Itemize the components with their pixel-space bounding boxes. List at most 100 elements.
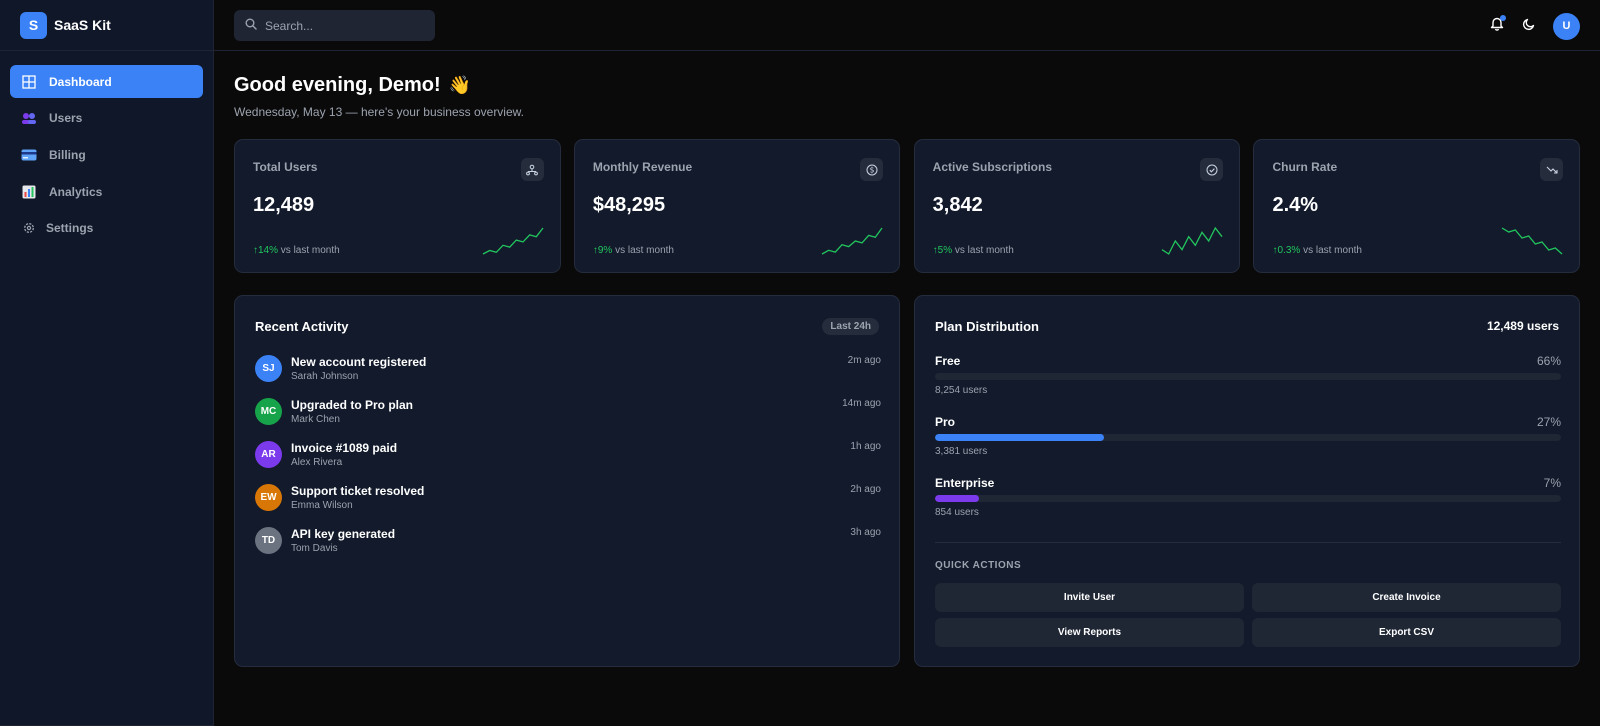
- sparkline: [1161, 226, 1223, 255]
- invite-user-button[interactable]: Invite User: [935, 583, 1244, 612]
- sidebar-item-users[interactable]: Users: [10, 102, 203, 135]
- avatar: SJ: [255, 355, 282, 382]
- sidebar-item-analytics[interactable]: Analytics: [10, 175, 203, 208]
- stat-label: Monthly Revenue: [592, 160, 693, 174]
- bar-chart-icon: [21, 184, 37, 200]
- plan-name: Enterprise: [935, 476, 995, 490]
- topbar: U: [214, 0, 1600, 51]
- plan-progress-track: [935, 373, 1561, 380]
- activity-title: Support ticket resolved: [291, 484, 425, 498]
- list-item[interactable]: SJ New account registered Sarah Johnson …: [255, 353, 881, 396]
- quick-actions-title: QUICK ACTIONS: [935, 560, 1022, 571]
- users-icon: [21, 110, 37, 126]
- plan-name: Pro: [935, 415, 956, 429]
- activity-user: Mark Chen: [291, 414, 340, 425]
- avatar: AR: [255, 441, 282, 468]
- brand[interactable]: S SaaS Kit: [0, 0, 213, 51]
- export-csv-button[interactable]: Export CSV: [1252, 618, 1561, 647]
- plan-count: 8,254 users: [935, 385, 988, 396]
- activity-list: SJ New account registered Sarah Johnson …: [255, 353, 881, 568]
- activity-time: 2m ago: [847, 355, 881, 366]
- stat-change: ↑5% vs last month: [933, 245, 1014, 256]
- stat-change: ↑14% vs last month: [253, 245, 340, 256]
- avatar: EW: [255, 484, 282, 511]
- list-item[interactable]: AR Invoice #1089 paid Alex Rivera 1h ago: [255, 439, 881, 482]
- trending-down-icon: [1540, 158, 1564, 181]
- sidebar-nav: Dashboard Users Billing Analytics Settin…: [0, 51, 213, 245]
- stat-label: Total Users: [253, 160, 318, 174]
- activity-title: Upgraded to Pro plan: [291, 398, 414, 412]
- sidebar: S SaaS Kit Dashboard Users Billing Anal: [0, 0, 214, 726]
- sidebar-item-billing[interactable]: Billing: [10, 138, 203, 171]
- stat-change-suffix: vs last month: [1303, 245, 1362, 256]
- activity-title: API key generated: [291, 527, 396, 541]
- activity-time: 14m ago: [842, 398, 881, 409]
- view-reports-button[interactable]: View Reports: [935, 618, 1244, 647]
- create-invoice-button[interactable]: Create Invoice: [1252, 583, 1561, 612]
- stat-value: $48,295: [592, 194, 666, 216]
- bell-icon: [1490, 16, 1504, 36]
- sidebar-item-settings[interactable]: Settings: [10, 212, 203, 245]
- theme-toggle-button[interactable]: [1515, 12, 1543, 40]
- activity-time: 3h ago: [850, 527, 881, 538]
- stat-change-value: ↑0.3%: [1272, 245, 1301, 256]
- top-actions: U: [1479, 12, 1580, 40]
- plan-percent: 7%: [1543, 476, 1561, 490]
- avatar: TD: [255, 527, 282, 554]
- grid-icon: [21, 74, 37, 90]
- activity-time: 2h ago: [850, 484, 881, 495]
- stat-label: Churn Rate: [1272, 160, 1338, 174]
- list-item[interactable]: TD API key generated Tom Davis 3h ago: [255, 525, 881, 568]
- quick-actions-grid: Invite User Create Invoice View Reports …: [935, 583, 1561, 647]
- moon-icon: [1522, 17, 1536, 36]
- gear-icon: [21, 220, 37, 236]
- avatar: MC: [255, 398, 282, 425]
- sparkline: [822, 227, 883, 255]
- page-title: Good evening, Demo! 👋: [234, 74, 1580, 97]
- search-input[interactable]: [265, 18, 425, 33]
- stat-change-value: ↑5%: [932, 245, 953, 256]
- stat-change-suffix: vs last month: [954, 245, 1014, 256]
- search-box[interactable]: [234, 10, 435, 41]
- activity-user: Tom Davis: [291, 543, 338, 554]
- list-item[interactable]: EW Support ticket resolved Emma Wilson 2…: [255, 482, 881, 525]
- sidebar-item-label: Analytics: [49, 184, 103, 199]
- plan-list: Free 66% 8,254 users Pro 27% 3,381 users…: [935, 354, 1561, 537]
- plan-percent: 27%: [1536, 415, 1561, 429]
- stats-row: Total Users 12,489 ↑14% vs last month Mo…: [234, 139, 1581, 273]
- brand-logo: S: [20, 11, 47, 39]
- user-avatar[interactable]: U: [1553, 12, 1580, 40]
- plan-count: 854 users: [935, 507, 979, 518]
- plan-progress-fill: [935, 373, 1349, 380]
- main-content: Good evening, Demo! 👋 Wednesday, May 13 …: [234, 51, 1581, 667]
- sidebar-item-dashboard[interactable]: Dashboard: [10, 65, 203, 98]
- activity-user: Sarah Johnson: [291, 371, 359, 382]
- sidebar-item-label: Dashboard: [49, 74, 112, 89]
- notifications-button[interactable]: [1483, 12, 1511, 40]
- stat-change: ↑0.3% vs last month: [1272, 245, 1362, 256]
- activity-user: Emma Wilson: [291, 500, 353, 511]
- plan-progress-fill: [935, 434, 1105, 441]
- recent-activity-panel: Recent Activity Last 24h SJ New account …: [234, 295, 900, 667]
- plan-name: Free: [935, 354, 961, 368]
- list-item[interactable]: MC Upgraded to Pro plan Mark Chen 14m ag…: [255, 396, 881, 439]
- user-network-icon: [520, 158, 544, 181]
- stat-card-monthly-revenue: Monthly Revenue $ $48,295 ↑9% vs last mo…: [573, 139, 901, 273]
- sparkline: [482, 227, 544, 255]
- sidebar-item-label: Users: [49, 111, 83, 126]
- divider: [935, 542, 1561, 543]
- stat-card-total-users: Total Users 12,489 ↑14% vs last month: [234, 139, 561, 273]
- plan-percent: 66%: [1536, 354, 1561, 368]
- stat-change-value: ↑9%: [592, 245, 613, 256]
- activity-title: Invoice #1089 paid: [291, 441, 398, 455]
- credit-card-icon: [21, 147, 37, 163]
- svg-text:$: $: [869, 165, 874, 174]
- stat-value: 12,489: [253, 194, 315, 216]
- check-circle-icon: [1200, 158, 1224, 181]
- activity-title: New account registered: [291, 355, 427, 369]
- activity-time: 1h ago: [850, 441, 881, 452]
- dollar-icon: $: [860, 158, 884, 181]
- stat-value: 2.4%: [1272, 194, 1319, 216]
- stat-card-active-subscriptions: Active Subscriptions 3,842 ↑5% vs last m…: [913, 139, 1241, 273]
- plan-count: 3,381 users: [935, 446, 988, 457]
